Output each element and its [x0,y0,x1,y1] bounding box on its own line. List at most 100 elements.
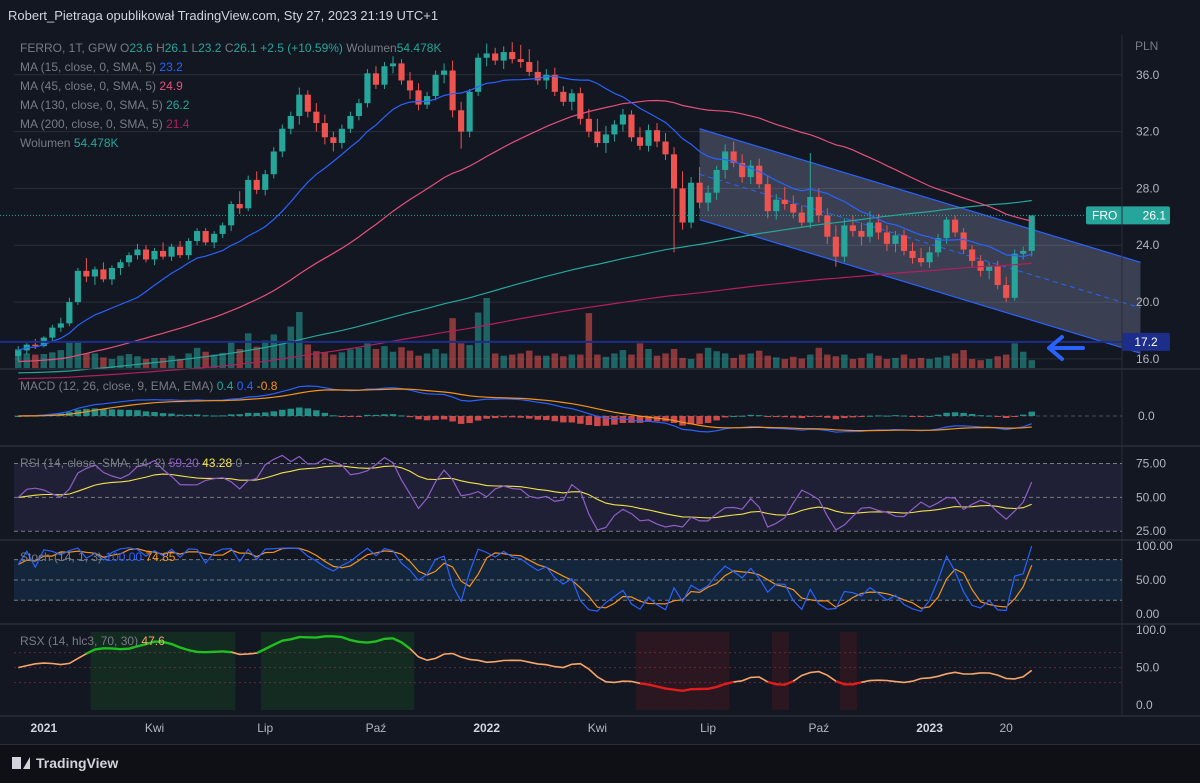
candle-body [288,116,294,129]
candle-body [296,95,302,116]
macd-histogram-bar [313,410,319,416]
legend-part: +2.5 (+10.59%) [260,41,346,55]
macd-histogram-bar [875,415,881,416]
macd-histogram-bar [722,416,728,417]
macd-histogram-bar [134,410,140,416]
candle-body [467,92,473,132]
candle-body [313,112,319,123]
macd-histogram-bar [569,416,575,423]
rsx-tick: 50.0 [1136,661,1160,675]
rsx-low-zone [704,632,713,710]
macd-histogram-bar [807,416,813,417]
rsx-low-zone [653,632,662,710]
rsx-extreme-segment [316,636,325,637]
candle-body [944,220,950,238]
candle-body [126,255,132,262]
volume-bar [747,353,753,368]
volume-bar [432,349,438,368]
candle-body [390,63,396,66]
candle-body [1012,254,1018,298]
rsx-high-zone [184,632,193,710]
rsx-extreme-segment [640,683,649,684]
macd-histogram-bar [926,416,932,417]
candle-body [637,137,643,146]
volume-bar [364,343,370,368]
macd-histogram-bar [943,413,949,416]
macd-signal-line [18,389,1031,431]
chart-canvas[interactable]: FERRO, 1T, GPW O23.6 H26.1 L23.2 C26.1 +… [0,0,1200,744]
candle-body [151,251,157,260]
price-tick: 20.0 [1136,295,1160,309]
candle-body [407,80,413,90]
macd-histogram-bar [577,416,583,424]
macd-histogram-bar [782,416,788,417]
volume-bar [483,298,489,368]
macd-histogram-bar [747,415,753,416]
volume-bar [943,356,949,368]
macd-legend-part: 0.4 [217,379,237,393]
legend-part: O [120,41,129,55]
tradingview-logo[interactable]: TradingView [12,755,118,771]
candle-body [611,124,617,134]
rsx-high-zone [287,632,296,710]
rsx-high-zone [304,632,313,710]
macd-histogram-bar [841,416,847,418]
macd-histogram-bar [305,408,311,416]
rsx-legend: RSX (14, hlc3, 70, 30) 47.6 [20,634,165,648]
rsx-extreme-segment [666,689,675,690]
time-tick: Lip [257,721,273,735]
rsx-extreme-segment [674,690,683,691]
legend-name: MA (130, close, 0, SMA, 5) [20,98,166,112]
legend-part: 23.2 [198,41,225,55]
volume-bar [398,347,404,368]
volume-bar [790,357,796,368]
volume-bar [696,353,702,368]
volume-bar [407,351,413,368]
legend-part: 54.478K [397,41,442,55]
macd-legend-part: -0.8 [257,379,278,393]
candle-body [194,231,200,241]
candle-body [824,215,830,236]
candle-body [867,223,873,237]
candle-body [518,59,524,62]
volume-bar [288,327,294,368]
volume-bar [381,346,387,368]
rsx-high-zone [372,632,381,710]
macd-panel: MACD (12, 26, close, 9, EMA, EMA) 0.4 0.… [14,379,1155,432]
price-tick: 36.0 [1136,68,1160,82]
candle-body [484,53,490,57]
time-tick: 2022 [473,721,500,735]
macd-histogram-bar [594,416,600,426]
volume-bar [526,351,532,368]
volume-bar [305,344,311,368]
stoch-legend: Stoch (14, 1, 3) 100.00 74.85 [20,550,176,564]
macd-histogram-bar [407,416,413,417]
legend-value: 21.4 [166,117,190,131]
time-tick: Paź [808,721,829,735]
macd-histogram-bar [100,409,106,416]
macd-histogram-bar [449,416,455,421]
rsx-high-zone [389,632,398,710]
candle-body [875,223,881,233]
volume-bar [986,359,992,368]
rsx-low-zone [644,632,653,710]
volume-bar [671,349,677,368]
macd-histogram-bar [279,410,285,416]
last-price-symbol: FRO [1092,208,1117,222]
macd-histogram-bar [858,416,864,417]
macd-histogram-bar [918,416,924,417]
macd-histogram-bar [381,414,387,416]
rsx-high-zone [278,632,287,710]
candle-body [901,235,907,251]
volume-bar [901,355,907,368]
candle-body [841,225,847,256]
brand-label: TradingView [36,755,118,771]
macd-histogram-bar [679,416,685,426]
candle-body [765,184,771,211]
volume-bar [185,353,191,368]
rsi-legend-part: RSI (14, close, SMA, 14, 2) [20,456,169,470]
candle-body [134,250,140,256]
candle-body [100,269,106,279]
candle-body [782,200,788,204]
